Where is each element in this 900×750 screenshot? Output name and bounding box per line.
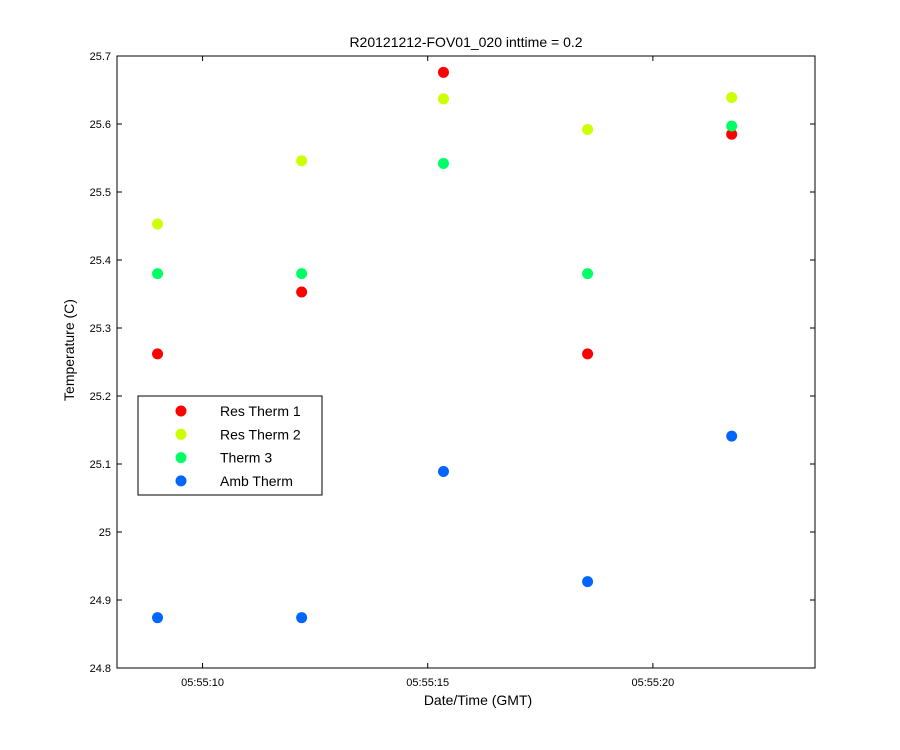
data-point: [582, 348, 594, 360]
legend: Res Therm 1 Res Therm 2 Therm 3 Amb Therm: [137, 395, 323, 496]
x-tick-label: 05:55:10: [181, 677, 224, 689]
x-axis: 05:55:10 05:55:15 05:55:20: [181, 56, 674, 689]
data-point: [152, 348, 164, 360]
legend-marker: [175, 405, 187, 417]
legend-marker: [175, 452, 187, 464]
data-point: [152, 218, 164, 230]
data-point: [437, 465, 449, 477]
data-point: [152, 612, 164, 624]
y-tick-label: 25.5: [90, 187, 111, 199]
data-point: [726, 120, 738, 132]
data-point: [437, 93, 449, 105]
legend-marker: [175, 475, 187, 487]
y-axis: 24.8 24.9 25 25.1 25.2 25.3 25.4 25.5 25.6 25.7: [90, 51, 815, 675]
data-point: [726, 91, 738, 103]
legend-box: [137, 395, 323, 496]
series-res-therm-2: [152, 91, 738, 230]
legend-label: Res Therm 1: [220, 403, 301, 419]
data-point: [437, 66, 449, 78]
data-point: [152, 268, 164, 280]
data-points: [152, 66, 738, 624]
data-point: [582, 123, 594, 135]
y-axis-label: Temperature (C): [61, 299, 77, 401]
y-tick-label: 25.2: [90, 391, 111, 403]
y-tick-label: 25.6: [90, 119, 111, 131]
series-res-therm-1: [152, 66, 738, 360]
data-point: [296, 268, 308, 280]
series-amb-therm: [152, 430, 738, 624]
y-tick-label: 25: [99, 527, 111, 539]
x-axis-label: Date/Time (GMT): [424, 692, 532, 708]
data-point: [726, 430, 738, 442]
legend-label: Amb Therm: [220, 473, 293, 489]
x-tick-label: 05:55:20: [631, 677, 674, 689]
legend-label: Therm 3: [220, 450, 272, 466]
y-tick-label: 25.3: [90, 323, 111, 335]
data-point: [296, 155, 308, 167]
y-tick-label: 24.9: [90, 595, 111, 607]
x-tick-label: 05:55:15: [406, 677, 449, 689]
y-tick-label: 25.4: [90, 255, 111, 267]
plot-area: [116, 55, 816, 669]
y-tick-label: 25.7: [90, 51, 111, 63]
legend-label: Res Therm 2: [220, 426, 301, 442]
series-therm-3: [152, 120, 738, 280]
data-point: [582, 576, 594, 588]
data-point: [296, 286, 308, 298]
data-point: [726, 128, 738, 140]
chart-title: R20121212-FOV01_020 inttime = 0.2: [349, 34, 582, 50]
legend-marker: [175, 428, 187, 440]
y-tick-label: 25.1: [90, 459, 111, 471]
y-tick-label: 24.8: [90, 663, 111, 675]
data-point: [296, 612, 308, 624]
data-point: [582, 268, 594, 280]
data-point: [437, 157, 449, 169]
